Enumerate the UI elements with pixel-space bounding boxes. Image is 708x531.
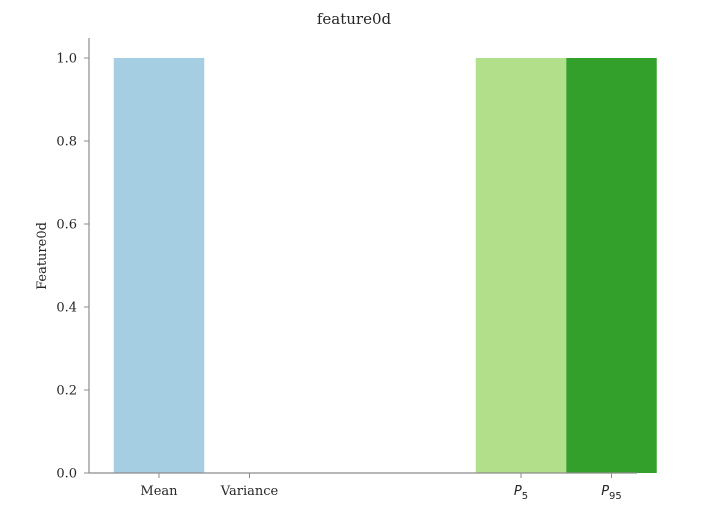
x-tick-label-base: P: [601, 484, 609, 499]
x-tick-label-base: P: [514, 484, 522, 499]
x-tick-label-subscript: 5: [522, 491, 528, 502]
y-tick-label: 0.0: [56, 467, 77, 482]
y-tick-label: 0.4: [56, 301, 77, 316]
y-tick-label: 1.0: [56, 52, 77, 67]
x-ticks: Mean Variance P5 P95: [140, 473, 622, 502]
x-tick-label: P5: [514, 484, 528, 502]
bars-layer: [113, 58, 657, 473]
x-tick-label: P95: [601, 484, 622, 502]
y-tick-label: 0.6: [56, 218, 77, 233]
chart-title: feature0d: [317, 10, 392, 28]
bar-5: [475, 58, 567, 473]
y-axis-label: Feature0d: [35, 222, 50, 290]
y-ticks: 0.0 0.2 0.4 0.6 0.8 1.0: [56, 52, 89, 482]
y-tick-label: 0.8: [56, 135, 77, 150]
bar-1: [113, 58, 205, 473]
bar-6: [566, 58, 657, 473]
x-tick-label: Variance: [220, 484, 279, 499]
x-tick-label-subscript: 95: [609, 491, 622, 502]
x-tick-label: Mean: [140, 484, 178, 499]
y-tick-label: 0.2: [56, 384, 77, 399]
